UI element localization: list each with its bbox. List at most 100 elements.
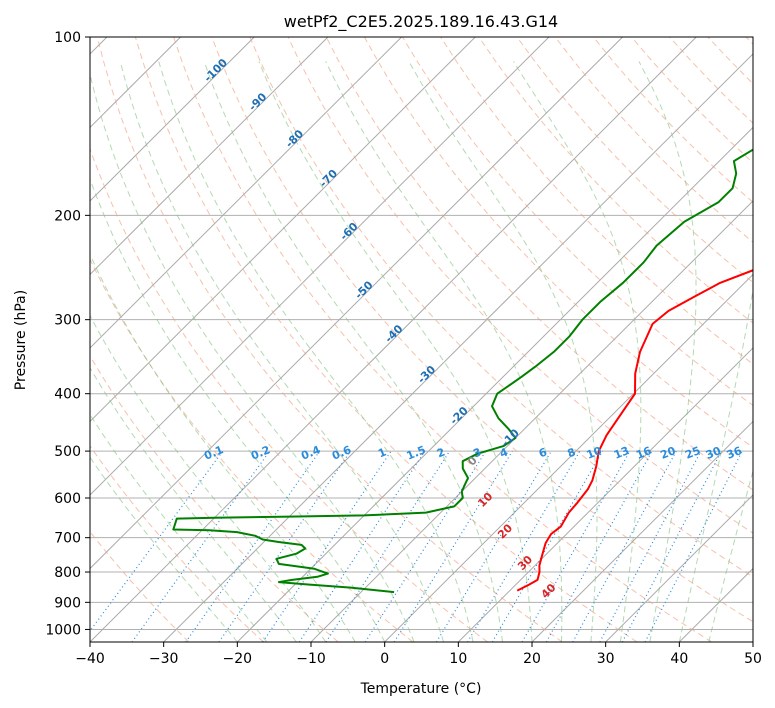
moist-adiabat-line <box>90 413 268 642</box>
dry-adiabat-line <box>249 37 753 578</box>
isotherm-line <box>752 641 753 642</box>
moist-adiabat-line <box>119 61 445 642</box>
mixing-ratio-line <box>185 450 321 642</box>
x-tick-label: 40 <box>670 651 688 667</box>
isotherm-line <box>605 494 753 642</box>
dry-adiabat-line <box>516 37 753 284</box>
isotherm-line <box>90 37 476 423</box>
isotherm-line <box>90 37 255 202</box>
y-tick-label: 1000 <box>45 622 81 638</box>
series-layer <box>172 148 753 594</box>
mixing-ratio-line <box>393 450 513 642</box>
x-axis-label: Temperature (°C) <box>360 681 482 697</box>
y-axis: 100 200 300 400 500 600 700 800 900 1000 <box>45 30 90 638</box>
mixing-ratio-line <box>599 450 702 642</box>
mixing-ratio-label: 10 <box>585 444 604 462</box>
dry-adiabat-line <box>287 37 753 534</box>
mixing-ratio-line <box>131 450 271 642</box>
x-tick-label: −10 <box>296 651 326 667</box>
dewpoint-profile-line <box>172 148 753 594</box>
isotherm-line <box>384 273 753 642</box>
mixing-ratio-label: 16 <box>634 444 653 462</box>
mixing-ratio-line <box>325 450 451 642</box>
mixing-ratio-label: 6 <box>537 445 549 460</box>
isotherm-line <box>531 420 753 642</box>
dry-adiabat-line <box>554 37 753 243</box>
temperature-profile-line <box>516 269 753 592</box>
x-tick-label: 10 <box>449 651 467 667</box>
mixing-ratio-line <box>466 450 581 642</box>
x-tick-label: −20 <box>223 651 253 667</box>
mixing-ratio-label: 20 <box>659 444 678 462</box>
x-tick-label: −30 <box>149 651 179 667</box>
mixing-ratio-line <box>90 450 224 632</box>
mixing-ratio-label: 13 <box>612 444 631 462</box>
moist-adiabat-line <box>90 366 297 642</box>
mixing-ratio-label: 0.2 <box>249 443 272 462</box>
dry-adiabat-line <box>440 37 753 365</box>
isotherm-line <box>90 37 402 349</box>
dry-adiabat-label: -30 <box>415 363 438 386</box>
moist-adiabat-line <box>90 314 327 642</box>
x-tick-label: −40 <box>75 651 105 667</box>
dry-adiabat-line <box>90 355 339 642</box>
moist-adiabat-line <box>90 456 238 642</box>
isotherm-line <box>236 126 753 642</box>
y-tick-label: 800 <box>54 565 81 581</box>
dry-adiabat-label: -40 <box>382 322 405 345</box>
y-tick-label: 300 <box>54 313 81 329</box>
mixing-ratio-line <box>644 450 743 642</box>
y-tick-label: 100 <box>54 30 81 46</box>
y-tick-label: 700 <box>54 531 81 547</box>
isotherm-line <box>90 37 550 496</box>
moist-adiabat-line <box>90 177 386 642</box>
dry-adiabat-label: -60 <box>337 220 360 243</box>
isotherm-line <box>90 37 329 276</box>
x-tick-label: 30 <box>597 651 615 667</box>
y-axis-label: Pressure (hPa) <box>13 290 29 390</box>
isotherm-line <box>457 347 753 642</box>
dry-adiabat-label: -20 <box>448 404 471 427</box>
x-tick-label: 50 <box>744 651 762 667</box>
y-tick-label: 200 <box>54 208 81 224</box>
dry-adiabat-line <box>745 37 753 45</box>
y-tick-label: 900 <box>54 595 81 611</box>
mixing-ratio-label: 1.5 <box>405 443 428 462</box>
line-labels: 0.1 0.2 0.4 0.6 1 1.5 2 3 4 6 8 10 13 16 20 25 30 36-100-… <box>201 56 744 601</box>
mixing-ratio-label: 2 <box>435 446 447 461</box>
dry-adiabat-label: -50 <box>352 278 375 301</box>
mixing-ratio-line <box>491 450 604 642</box>
isotherm-line <box>90 37 697 642</box>
y-tick-label: 600 <box>54 491 81 507</box>
plot-frame <box>89 36 754 643</box>
dry-adiabat-line <box>173 37 712 642</box>
isotherm-line <box>678 567 753 642</box>
mixing-ratio-line <box>218 450 351 642</box>
moist-adiabat-line <box>203 61 503 642</box>
y-tick-label: 400 <box>54 387 81 403</box>
mixing-ratio-label: 0.4 <box>299 443 322 462</box>
dry-adiabat-line <box>134 37 638 642</box>
x-axis: −40 −30 −20 −10 0 10 20 30 40 50 <box>75 642 762 667</box>
dry-adiabat-label: -100 <box>201 56 230 85</box>
chart-title: wetPf2_C2E5.2025.189.16.43.G14 <box>284 12 558 32</box>
mixing-ratio-label: 3 <box>471 445 483 460</box>
moist-adiabat-line <box>513 61 642 642</box>
dry-adiabat-label: -70 <box>317 167 340 190</box>
dry-adiabat-label: -90 <box>246 90 269 113</box>
x-tick-label: 0 <box>380 651 389 667</box>
dry-adiabat-line <box>707 37 753 85</box>
mixing-ratio-label: 25 <box>683 444 702 462</box>
dry-adiabat-line <box>90 147 488 642</box>
dry-adiabat-line <box>211 37 753 623</box>
mixing-ratio-label: 30 <box>704 444 723 462</box>
moist-adiabat-line <box>325 61 563 642</box>
dry-adiabat-label: -80 <box>283 127 306 150</box>
moist-adiabat-line <box>158 61 474 642</box>
moist-adiabat-line <box>638 61 697 642</box>
background-lines <box>90 37 753 642</box>
moist-adiabat-label: 10 <box>475 490 495 510</box>
mixing-ratio-line <box>521 450 631 642</box>
isotherm-line <box>90 37 623 570</box>
